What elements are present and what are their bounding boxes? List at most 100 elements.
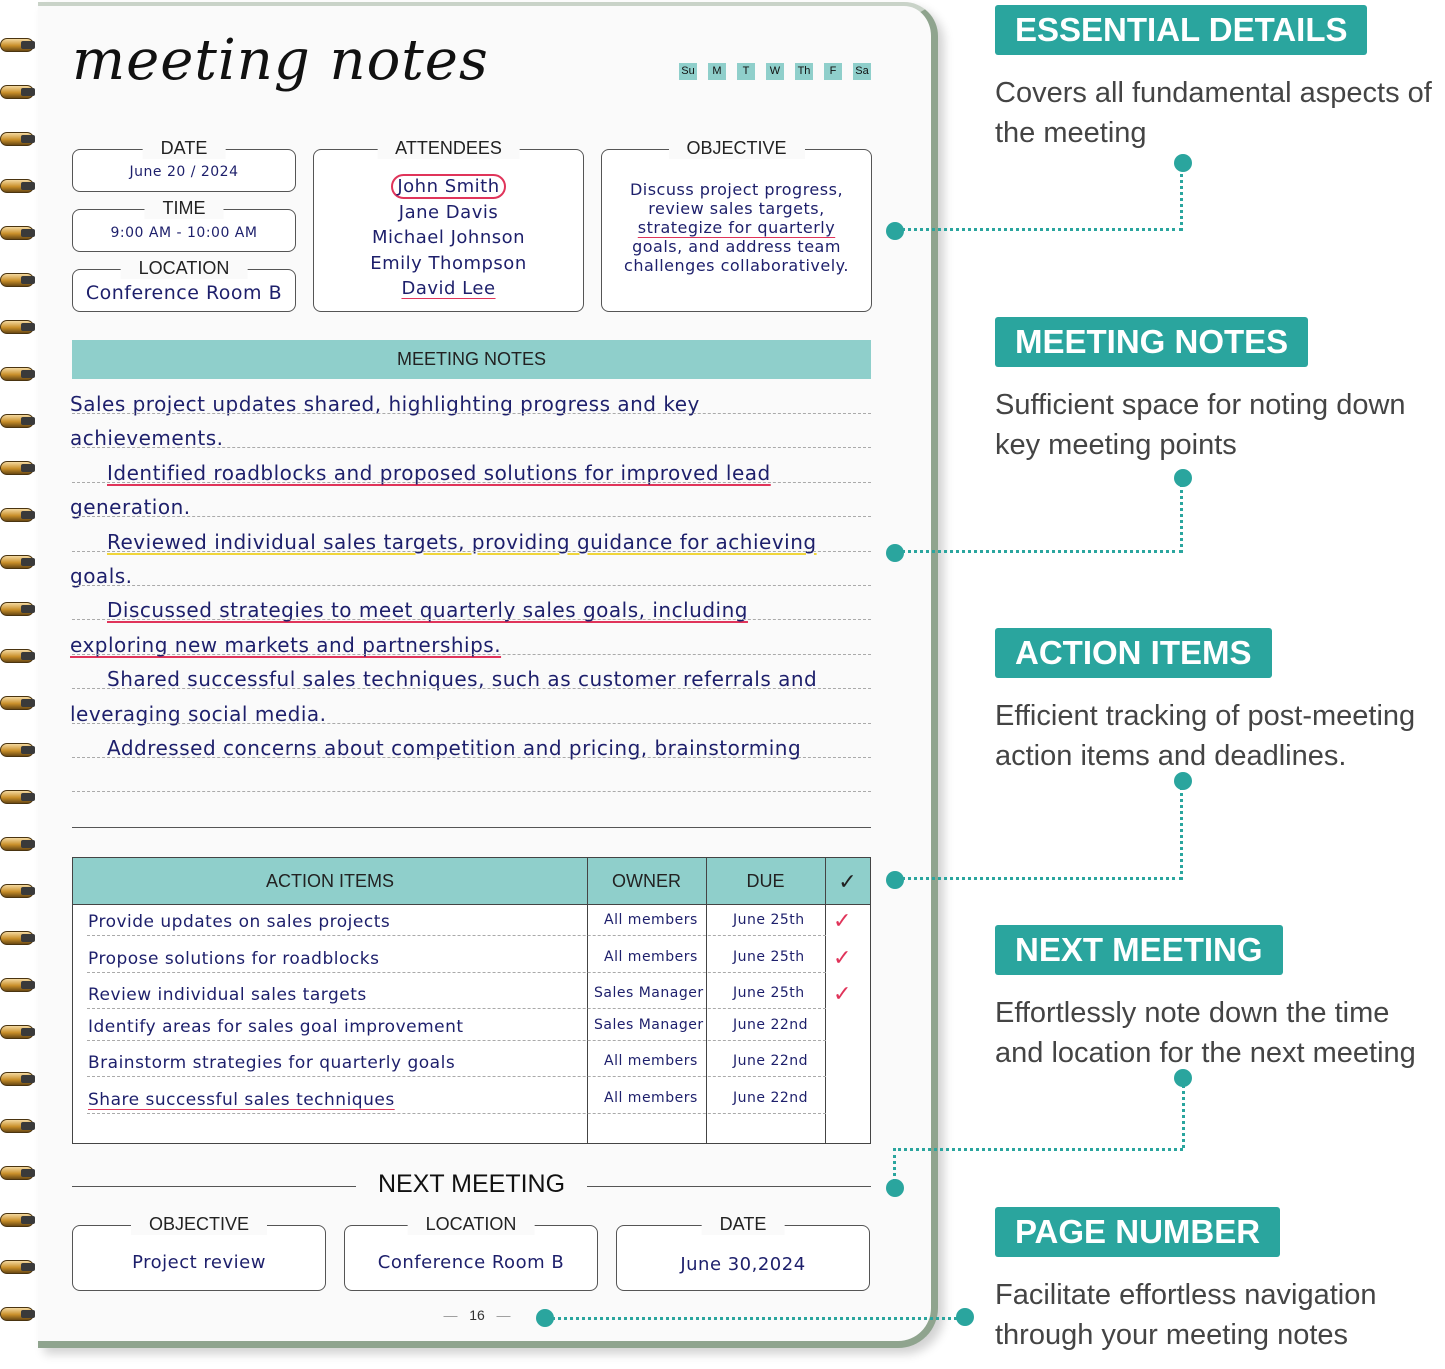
connector-dot (886, 544, 904, 562)
time-label: TIME (144, 198, 224, 219)
table-row[interactable] (87, 1008, 826, 1009)
ruled-line (72, 757, 871, 758)
connector-dot (1174, 469, 1192, 487)
location-field[interactable]: LOCATION Conference Room B (72, 258, 296, 312)
objective-line: strategize for quarterly (637, 218, 836, 237)
check-icon[interactable]: ✓ (833, 981, 852, 1006)
action-item-text: Provide updates on sales projects (88, 912, 391, 932)
action-item-due: June 22nd (733, 1090, 809, 1106)
spiral-ring (0, 461, 35, 475)
next-date-field[interactable]: DATE June 30,2024 (616, 1214, 870, 1291)
action-item-text: Brainstorm strategies for quarterly goal… (88, 1053, 456, 1073)
page-number: — 16 — (443, 1307, 511, 1323)
ruled-line (72, 722, 871, 724)
weekday-th[interactable]: Th (795, 63, 813, 80)
next-objective-field[interactable]: OBJECTIVE Project review (72, 1214, 326, 1291)
ruled-line (72, 516, 871, 518)
attendees-field[interactable]: ATTENDEES John Smith Jane Davis Michael … (313, 138, 584, 312)
action-items-table: ACTION ITEMS OWNER DUE ✓ Provide updates… (72, 857, 871, 1144)
spiral-ring (0, 226, 35, 240)
action-item-due: June 22nd (733, 1017, 809, 1033)
spiral-ring (0, 179, 35, 193)
spiral-ring (0, 1260, 35, 1274)
ruled-line (72, 447, 871, 449)
connector-line (895, 163, 1183, 231)
note-line: leveraging social media. (70, 701, 327, 726)
connector-line (1182, 1078, 1185, 1148)
spiral-ring (0, 273, 35, 287)
connector-line (895, 478, 1183, 553)
table-row[interactable] (87, 935, 826, 936)
header-action-items: ACTION ITEMS (73, 858, 587, 905)
note-line: Shared successful sales techniques, such… (107, 667, 818, 692)
table-row[interactable] (87, 1076, 826, 1077)
action-item-owner: All members (604, 1053, 698, 1069)
column-divider (587, 858, 588, 1143)
attendee: John Smith (314, 174, 583, 200)
table-row[interactable] (87, 1113, 826, 1114)
page-title: meeting notes (72, 28, 489, 93)
next-location-label: LOCATION (407, 1214, 535, 1235)
action-item-due: June 25th (733, 912, 805, 928)
column-divider (706, 858, 707, 1143)
next-objective-value: Project review (132, 1252, 266, 1273)
weekday-selector: Su M T W Th F Sa (679, 63, 871, 80)
weekday-su[interactable]: Su (679, 63, 697, 80)
spiral-ring (0, 320, 35, 334)
connector-line (893, 1148, 1183, 1188)
objective-line: challenges collaboratively. (624, 256, 849, 275)
spiral-ring (0, 602, 35, 616)
location-value: Conference Room B (85, 282, 283, 304)
action-item-owner: All members (604, 949, 698, 965)
action-item-owner: Sales Manager (594, 985, 704, 1001)
weekday-f[interactable]: F (824, 63, 842, 80)
ruled-line (72, 688, 871, 690)
callout-description: Covers all fundamental aspects of the me… (995, 77, 1432, 149)
callout-description: Efficient tracking of post-meeting actio… (995, 700, 1416, 772)
next-location-field[interactable]: LOCATION Conference Room B (344, 1214, 598, 1291)
weekday-t[interactable]: T (737, 63, 755, 80)
objective-field[interactable]: OBJECTIVE Discuss project progress, revi… (601, 138, 872, 312)
note-line: Discussed strategies to meet quarterly s… (107, 598, 748, 623)
spiral-ring (0, 1213, 35, 1227)
check-icon[interactable]: ✓ (833, 908, 852, 933)
next-objective-label: OBJECTIVE (130, 1214, 268, 1235)
objective-line: goals, and address team (632, 237, 841, 256)
weekday-sa[interactable]: Sa (853, 63, 871, 80)
attendee: Emily Thompson (370, 252, 527, 274)
callout-title: MEETING NOTES (995, 317, 1309, 367)
action-item-due: June 25th (733, 949, 805, 965)
action-item-text: Identify areas for sales goal improvemen… (88, 1017, 464, 1037)
weekday-m[interactable]: M (708, 63, 726, 80)
time-field[interactable]: TIME 9:00 AM - 10:00 AM (72, 198, 296, 252)
meeting-notes-header: MEETING NOTES (72, 340, 871, 379)
spiral-ring (0, 555, 35, 569)
table-row[interactable] (87, 972, 826, 973)
note-line: achievements. (70, 426, 224, 451)
ruled-line (72, 619, 871, 621)
spiral-ring (0, 696, 35, 710)
spiral-ring (0, 837, 35, 851)
spiral-ring (0, 884, 35, 898)
ruled-line (72, 481, 871, 483)
note-line: Sales project updates shared, highlighti… (70, 392, 700, 416)
spiral-ring (0, 367, 35, 381)
check-icon[interactable]: ✓ (833, 945, 852, 970)
weekday-w[interactable]: W (766, 63, 784, 80)
objective-line: review sales targets, (648, 199, 825, 218)
column-divider (825, 858, 826, 1143)
spiral-ring (0, 978, 35, 992)
time-value: 9:00 AM - 10:00 AM (110, 225, 258, 241)
date-field[interactable]: DATE June 20 / 2024 (72, 138, 296, 192)
attendee: David Lee (401, 278, 496, 299)
connector-line (545, 1317, 965, 1320)
note-line: generation. (70, 495, 191, 520)
callout-description: Facilitate effortless navigation through… (995, 1279, 1377, 1351)
ruled-line (72, 653, 871, 655)
ruled-line (72, 413, 871, 414)
action-item-due: June 25th (733, 985, 805, 1001)
connector-dot (886, 871, 904, 889)
spiral-ring (0, 790, 35, 804)
table-row[interactable] (87, 1040, 826, 1041)
objective-label: OBJECTIVE (668, 138, 805, 159)
